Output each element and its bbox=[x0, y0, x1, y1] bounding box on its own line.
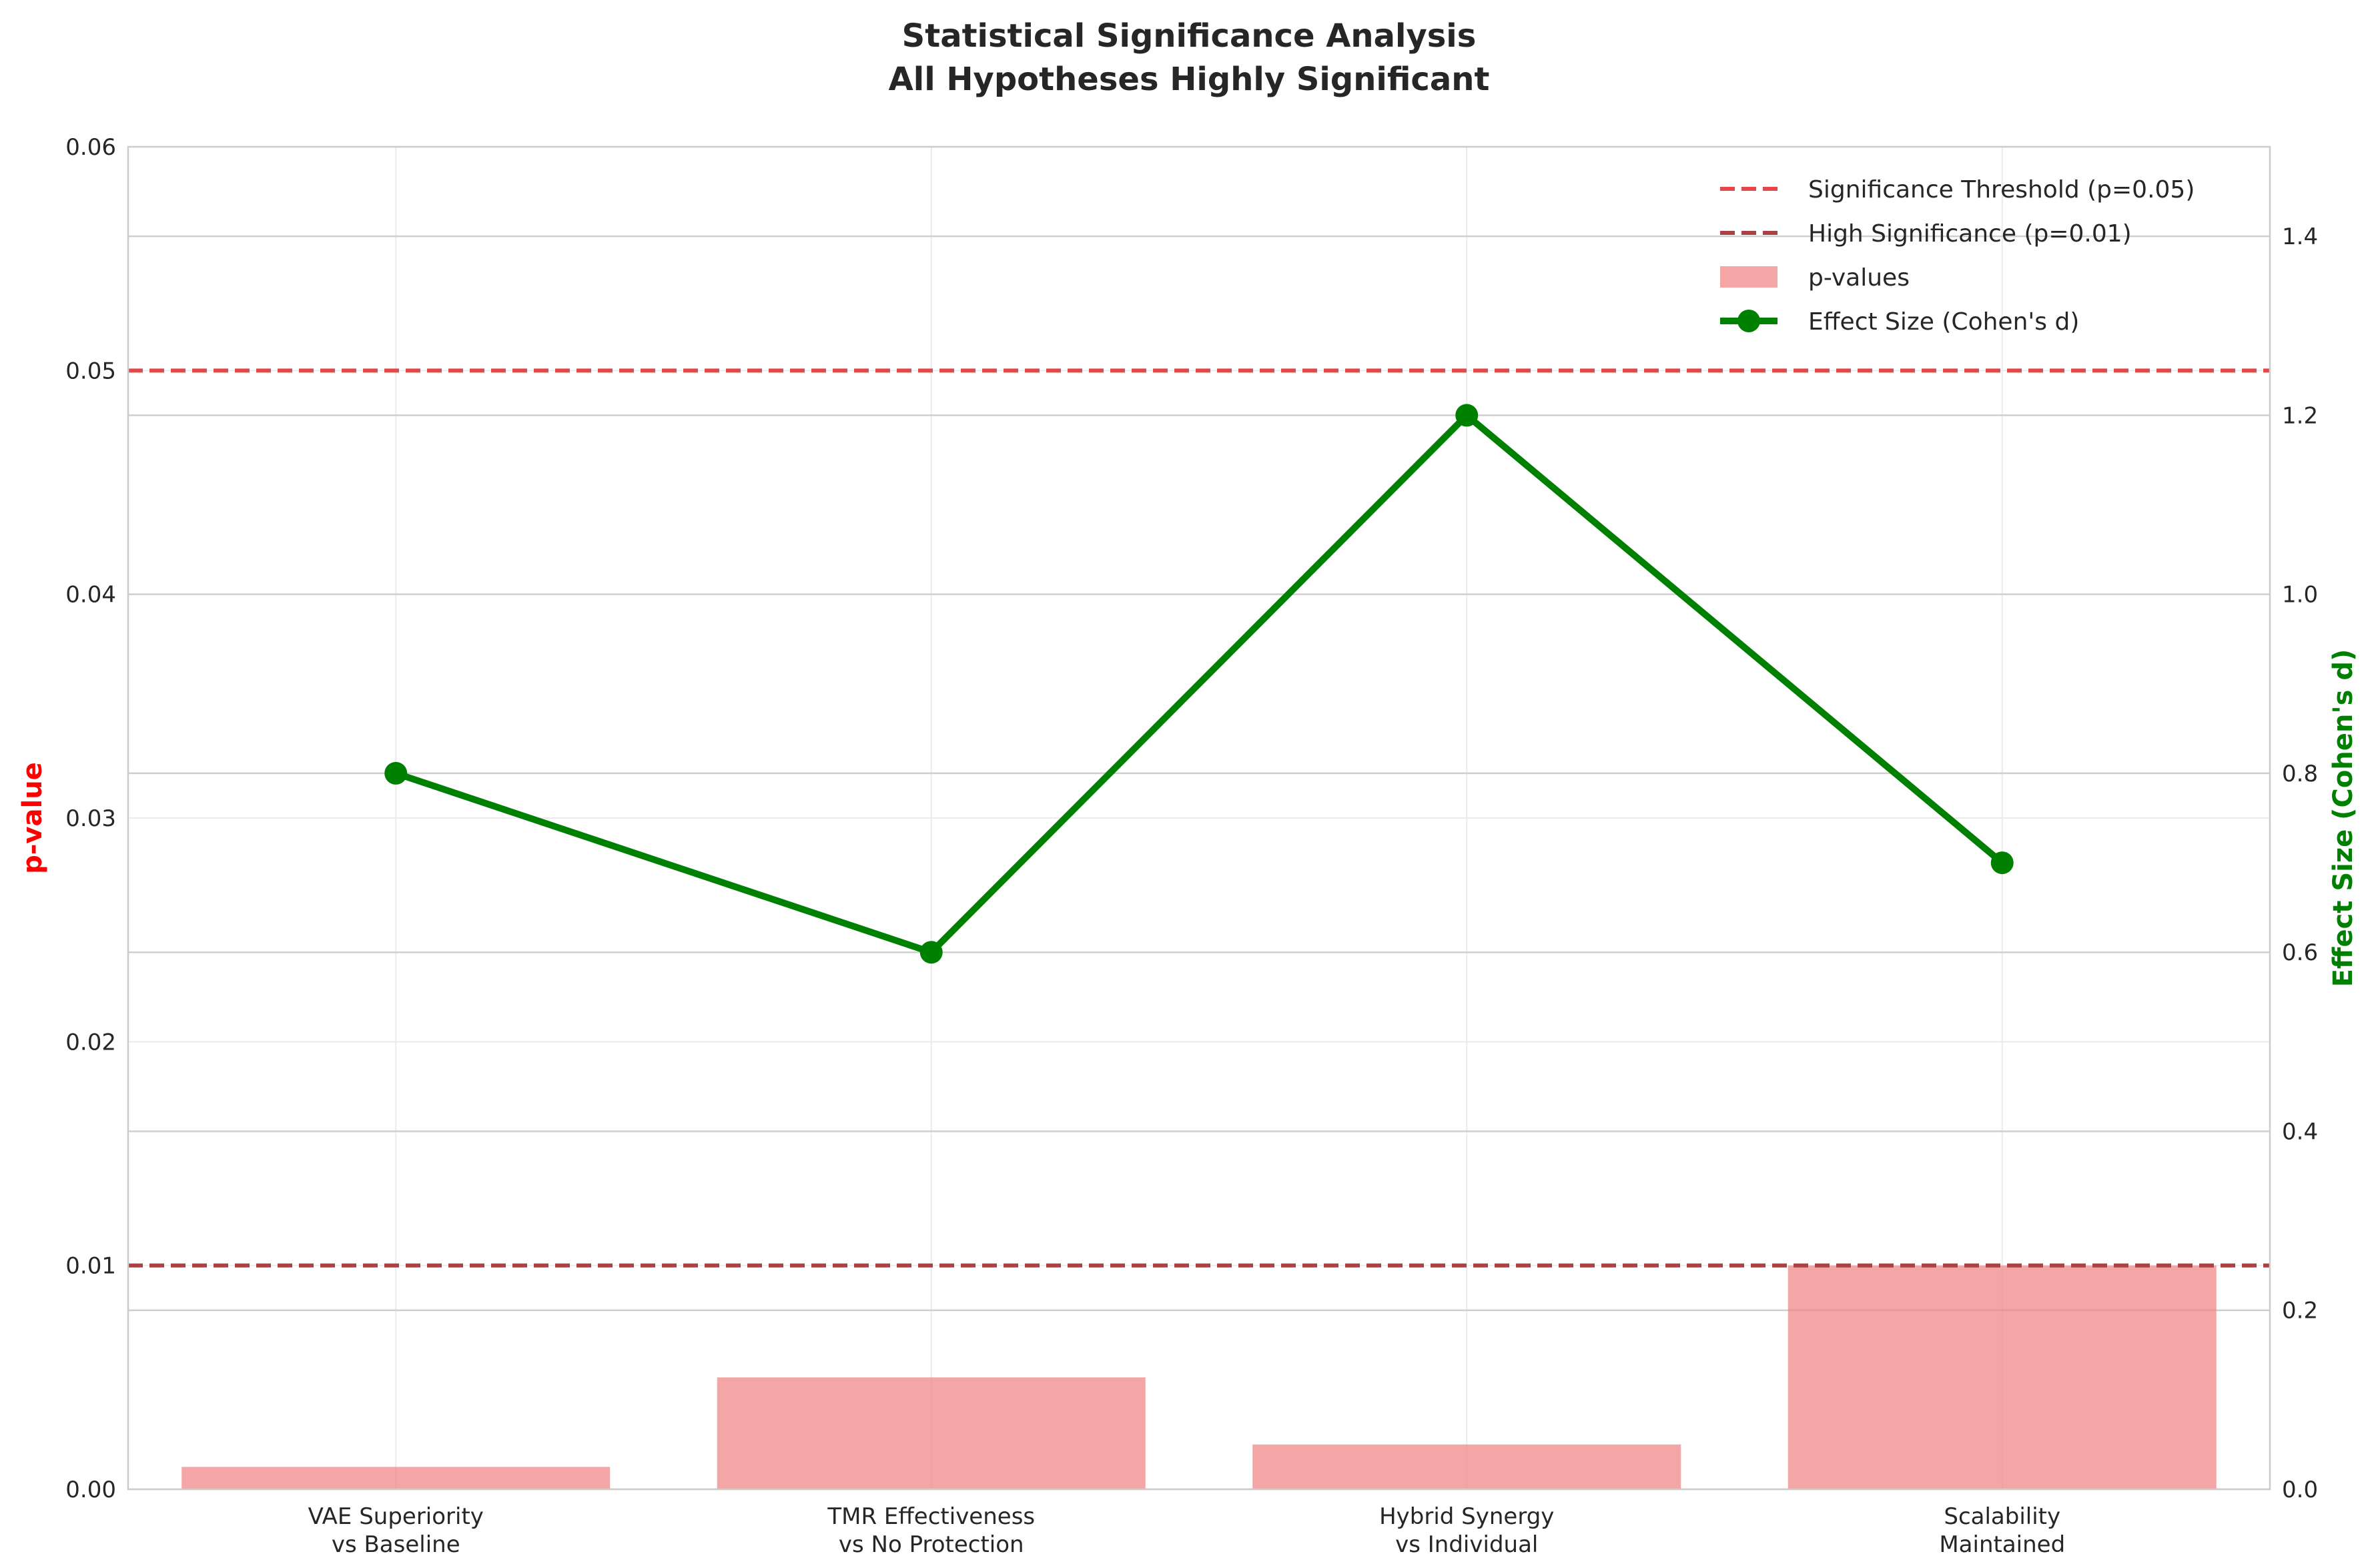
bar bbox=[717, 1377, 1146, 1489]
right-tick-label: 0.8 bbox=[2282, 761, 2318, 787]
right-tick-label: 0.0 bbox=[2282, 1477, 2318, 1503]
left-tick-label: 0.03 bbox=[65, 805, 116, 832]
legend-entry-label: Effect Size (Cohen's d) bbox=[1808, 308, 2079, 336]
left-axis-label: p-value bbox=[17, 762, 48, 874]
bar bbox=[181, 1467, 611, 1489]
x-tick-label: vs Baseline bbox=[332, 1531, 460, 1558]
x-tick-label: vs No Protection bbox=[839, 1531, 1024, 1558]
left-tick-label: 0.04 bbox=[65, 582, 116, 609]
chart-title-line-2: All Hypotheses Highly Significant bbox=[889, 61, 1490, 98]
reference-lines bbox=[128, 368, 2270, 1268]
bar bbox=[1252, 1444, 1681, 1489]
right-tick-label: 0.4 bbox=[2282, 1118, 2318, 1145]
chart-title-line-1: Statistical Significance Analysis bbox=[902, 17, 1477, 55]
left-tick-label: 0.06 bbox=[65, 134, 116, 161]
right-tick-label: 1.4 bbox=[2282, 224, 2318, 250]
x-tick-label: vs Individual bbox=[1395, 1531, 1538, 1558]
effect-size-line bbox=[392, 412, 2006, 956]
effect-size-point bbox=[1990, 851, 2014, 875]
right-axis-ticks: 0.0 0.2 0.4 0.6 0.8 1.0 1.2 1.4 bbox=[2282, 224, 2318, 1503]
legend-entry-label: Significance Threshold (p=0.05) bbox=[1808, 176, 2195, 204]
x-tick-label: TMR Effectiveness bbox=[827, 1503, 1035, 1530]
line-series-effect-size bbox=[384, 404, 2014, 964]
effect-size-point bbox=[384, 761, 408, 785]
x-tick-label: Scalability bbox=[1944, 1503, 2060, 1530]
legend: Significance Threshold (p=0.05) High Sign… bbox=[1720, 176, 2195, 336]
legend-swatch-marker bbox=[1737, 310, 1760, 332]
legend-swatch-bar bbox=[1720, 266, 1778, 288]
right-axis-label: Effect Size (Cohen's d) bbox=[2328, 649, 2359, 988]
bar-series-p-values bbox=[181, 1265, 2217, 1489]
x-tick-label: Hybrid Synergy bbox=[1379, 1503, 1554, 1530]
left-tick-label: 0.00 bbox=[65, 1477, 116, 1503]
right-tick-label: 1.0 bbox=[2282, 582, 2318, 609]
legend-entry-label: High Significance (p=0.01) bbox=[1808, 220, 2132, 248]
left-axis-ticks: 0.00 0.01 0.02 0.03 0.04 0.05 0.06 bbox=[65, 134, 116, 1503]
x-tick-label: Maintained bbox=[1939, 1531, 2065, 1558]
legend-entry-label: p-values bbox=[1808, 264, 1910, 292]
left-tick-label: 0.01 bbox=[65, 1253, 116, 1280]
bar bbox=[1788, 1265, 2217, 1489]
plot-frame bbox=[127, 145, 2271, 1491]
right-tick-label: 1.2 bbox=[2282, 402, 2318, 429]
effect-size-point bbox=[919, 941, 943, 964]
right-tick-label: 0.6 bbox=[2282, 939, 2318, 966]
left-tick-label: 0.05 bbox=[65, 358, 116, 384]
left-tick-label: 0.02 bbox=[65, 1029, 116, 1056]
effect-size-point bbox=[1455, 404, 1479, 427]
right-tick-label: 0.2 bbox=[2282, 1298, 2318, 1324]
x-tick-label: VAE Superiority bbox=[308, 1503, 484, 1530]
